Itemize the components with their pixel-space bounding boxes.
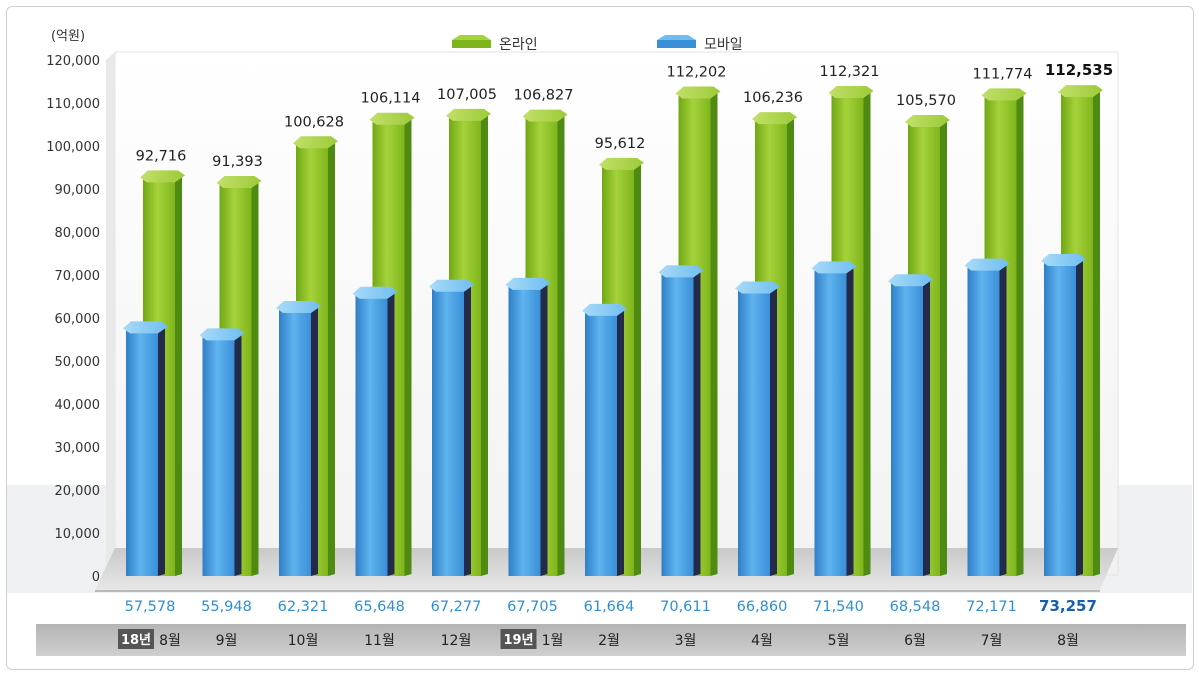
floor-edge bbox=[95, 590, 1100, 592]
mobile-value-label: 55,948 bbox=[201, 599, 252, 615]
y-tick-label: 100,000 bbox=[46, 140, 100, 155]
legend-label-online: 온라인 bbox=[499, 37, 538, 53]
category-band bbox=[36, 624, 1186, 656]
legend: 온라인 모바일 bbox=[452, 35, 743, 53]
year-badge-label: 19년 bbox=[503, 633, 533, 648]
x-axis-categories: 18년 8월 9월 10월 11월 12월 19년 1월 2월 3월 4월 5월 6월 7월 8월 bbox=[118, 629, 1079, 649]
online-value-label: 106,114 bbox=[361, 91, 421, 107]
mobile-value-label: 67,705 bbox=[507, 599, 558, 615]
bar-mobile bbox=[811, 261, 857, 576]
bar-mobile bbox=[123, 321, 168, 576]
mobile-value-label: 68,548 bbox=[890, 599, 941, 615]
x-category-label: 6월 bbox=[904, 633, 926, 649]
x-category-label: 10월 bbox=[288, 633, 319, 649]
x-category-label: 2월 bbox=[598, 633, 620, 649]
year-badge-label: 18년 bbox=[121, 633, 151, 648]
value-labels: 92,716 57,578 91,393 55,948 100,628 62,321 106… bbox=[125, 61, 1114, 615]
legend-swatch-online bbox=[452, 35, 491, 48]
online-value-label: 112,535 bbox=[1045, 61, 1113, 79]
bar-mobile bbox=[505, 277, 551, 576]
online-value-label: 95,612 bbox=[595, 136, 646, 152]
y-tick-label: 70,000 bbox=[55, 269, 101, 284]
x-category-label: 1월 bbox=[542, 633, 564, 649]
online-value-label: 106,236 bbox=[743, 90, 803, 106]
x-category-label: 7월 bbox=[981, 633, 1003, 649]
x-category-label: 9월 bbox=[216, 633, 238, 649]
y-tick-label: 80,000 bbox=[55, 226, 101, 241]
bar-mobile bbox=[1041, 253, 1086, 576]
bar-mobile bbox=[429, 279, 474, 576]
x-category-label: 8월 bbox=[159, 633, 181, 649]
mobile-value-label: 71,540 bbox=[813, 599, 864, 615]
bar-mobile bbox=[582, 303, 627, 576]
mobile-value-label: 62,321 bbox=[278, 599, 329, 615]
y-tick-label: 120,000 bbox=[46, 54, 100, 69]
online-value-label: 112,202 bbox=[667, 65, 727, 81]
x-category-label: 5월 bbox=[828, 633, 850, 649]
y-tick-label: 40,000 bbox=[55, 398, 101, 413]
year-badge: 18년 bbox=[118, 629, 154, 649]
bar-mobile bbox=[199, 328, 245, 576]
y-tick-label: 0 bbox=[92, 570, 100, 585]
online-value-label: 100,628 bbox=[284, 114, 344, 130]
bar-mobile bbox=[888, 274, 933, 576]
mobile-value-label: 66,860 bbox=[737, 599, 788, 615]
mobile-value-label: 57,578 bbox=[125, 599, 176, 615]
bar-mobile bbox=[658, 265, 704, 576]
legend-swatch-mobile bbox=[657, 35, 696, 48]
y-tick-label: 10,000 bbox=[55, 527, 101, 542]
online-value-label: 111,774 bbox=[973, 66, 1033, 82]
x-category-label: 8월 bbox=[1057, 633, 1079, 649]
bar-mobile bbox=[276, 301, 321, 576]
legend-label-mobile: 모바일 bbox=[704, 37, 743, 53]
online-value-label: 106,827 bbox=[514, 88, 574, 104]
y-tick-label: 90,000 bbox=[55, 183, 101, 198]
mobile-value-label: 65,648 bbox=[354, 599, 405, 615]
mobile-value-label: 73,257 bbox=[1039, 597, 1097, 615]
online-value-label: 92,716 bbox=[136, 148, 187, 164]
x-category-label: 4월 bbox=[751, 633, 773, 649]
online-value-label: 112,321 bbox=[820, 64, 880, 80]
y-tick-label: 110,000 bbox=[46, 97, 100, 112]
online-value-label: 107,005 bbox=[437, 87, 497, 103]
online-value-label: 105,570 bbox=[896, 93, 956, 109]
x-category-label: 12월 bbox=[441, 633, 472, 649]
bar-mobile bbox=[964, 258, 1010, 576]
y-tick-label: 50,000 bbox=[55, 355, 101, 370]
year-badge: 19년 bbox=[500, 629, 537, 649]
y-tick-label: 60,000 bbox=[55, 312, 101, 327]
bar-mobile bbox=[352, 286, 398, 576]
x-category-label: 3월 bbox=[675, 633, 697, 649]
y-axis-unit: (억원) bbox=[51, 29, 85, 44]
online-value-label: 91,393 bbox=[212, 154, 263, 170]
left-wall bbox=[106, 52, 115, 583]
bar-mobile bbox=[735, 281, 780, 576]
mobile-value-label: 70,611 bbox=[660, 599, 711, 615]
y-tick-label: 20,000 bbox=[55, 484, 101, 499]
x-category-label: 11월 bbox=[364, 633, 395, 649]
bar-group bbox=[123, 85, 1103, 577]
y-tick-label: 30,000 bbox=[55, 441, 101, 456]
y-axis-ticks: 0 10,000 20,000 30,000 40,000 50,000 60,000 70,… bbox=[46, 54, 100, 585]
mobile-value-label: 72,171 bbox=[966, 599, 1017, 615]
mobile-value-label: 67,277 bbox=[431, 599, 482, 615]
mobile-value-label: 61,664 bbox=[584, 599, 635, 615]
